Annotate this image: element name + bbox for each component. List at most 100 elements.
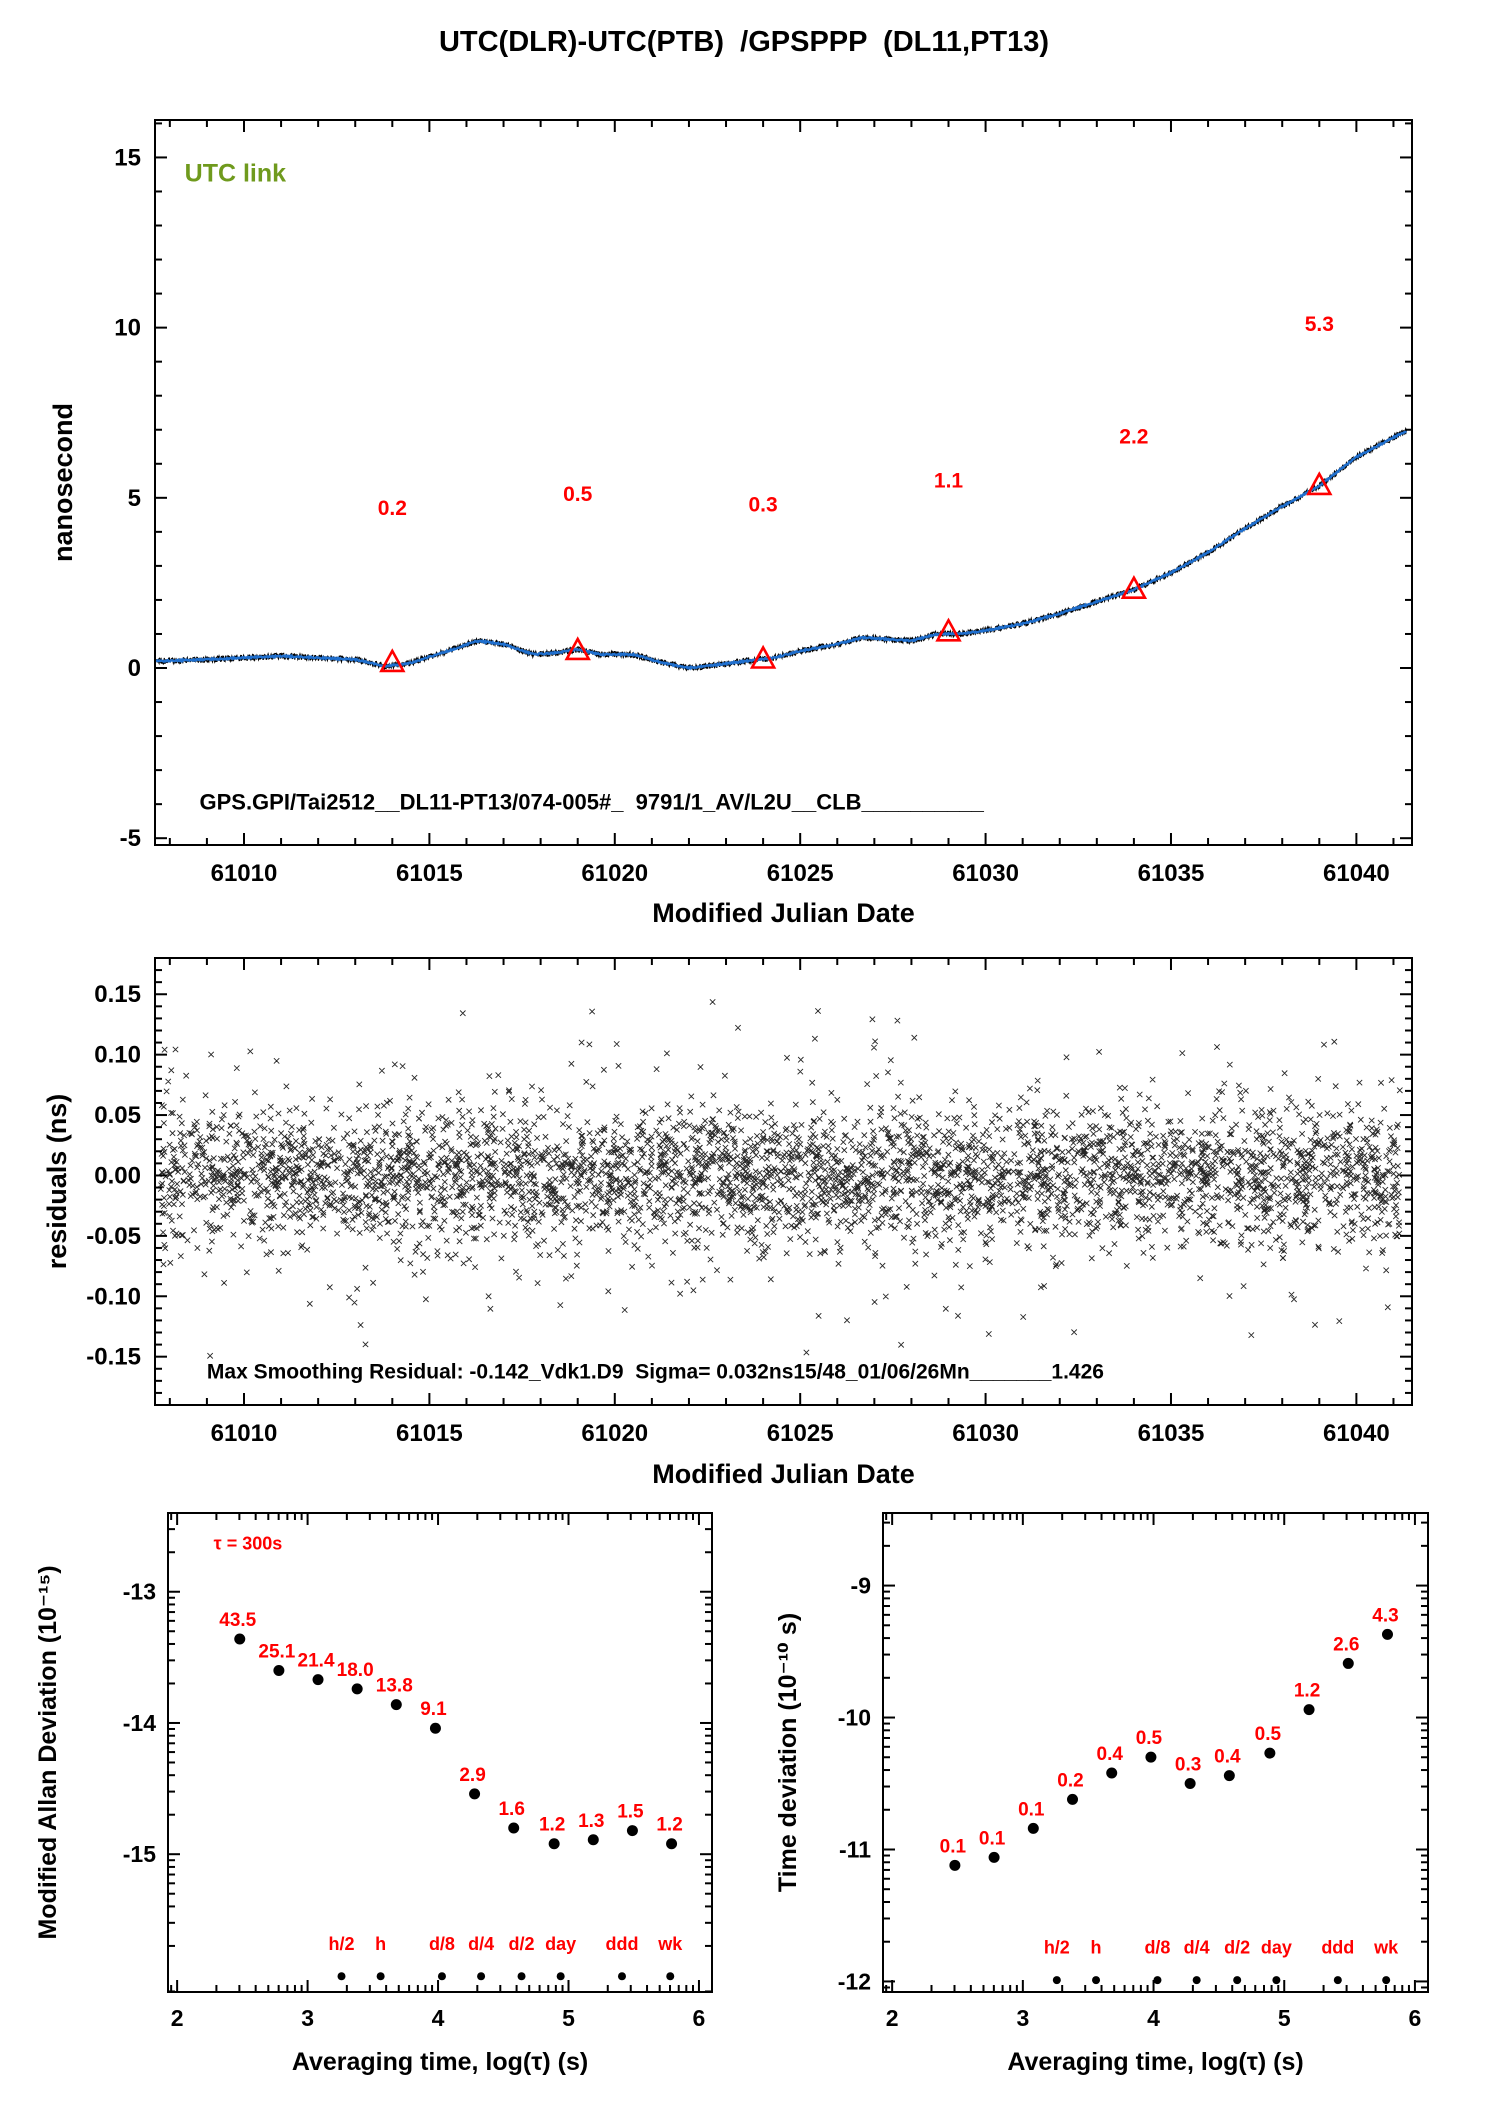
x-tick-label: 6 bbox=[693, 2005, 706, 2031]
duration-label: d/8 bbox=[429, 1934, 455, 1954]
point-value-label: 1.2 bbox=[539, 1815, 565, 1836]
calibration-triangle-marker bbox=[564, 636, 591, 661]
modified-allan-deviation-chart: 2 3 4 5 6 -13 -14 -15 Averaging time, log(τ) (s)… bbox=[34, 1512, 713, 2076]
x-axis-label: Modified Julian Date bbox=[652, 898, 915, 928]
point-value-label: 1.6 bbox=[498, 1799, 524, 1820]
point-value-label: 21.4 bbox=[298, 1651, 335, 1672]
duration-marker-dot bbox=[337, 1972, 346, 1981]
y-tick-label: 0.00 bbox=[94, 1162, 141, 1189]
utc-link-label: UTC link bbox=[185, 159, 286, 187]
duration-label: h/2 bbox=[1044, 1938, 1070, 1958]
duration-label: ddd bbox=[605, 1934, 638, 1954]
top-plot-area bbox=[155, 426, 1407, 672]
y-tick-label: -0.15 bbox=[86, 1344, 141, 1371]
y-tick-label: -12 bbox=[838, 1968, 871, 1994]
calibration-value-label: 5.3 bbox=[1305, 313, 1334, 336]
mdev-frame bbox=[167, 1512, 713, 1993]
deviation-data-point bbox=[1145, 1751, 1157, 1763]
point-value-label: 0.1 bbox=[979, 1828, 1006, 1849]
y-tick-label: -9 bbox=[851, 1573, 871, 1599]
residual-stats-label: Max Smoothing Residual: -0.142_Vdk1.D9 S… bbox=[207, 1360, 1104, 1383]
page-title: UTC(DLR)-UTC(PTB) /GPSPPP (DL11,PT13) bbox=[438, 26, 1050, 58]
duration-label: day bbox=[1261, 1938, 1292, 1958]
duration-label: d/4 bbox=[468, 1934, 494, 1954]
point-value-label: 1.2 bbox=[656, 1815, 682, 1836]
deviation-data-point bbox=[234, 1633, 246, 1645]
dataset-id-label: GPS.GPI/Tai2512__DL11-PT13/074-005#_ 979… bbox=[199, 789, 984, 814]
x-tick-label: 61025 bbox=[767, 860, 834, 887]
top-frame bbox=[154, 119, 1413, 846]
y-tick-label: -0.05 bbox=[86, 1223, 141, 1250]
point-value-label: 0.1 bbox=[940, 1836, 967, 1857]
duration-label: d/4 bbox=[1184, 1938, 1210, 1958]
deviation-data-point bbox=[1067, 1793, 1079, 1805]
raw-noise-trace bbox=[155, 429, 1407, 672]
duration-label: d/2 bbox=[1224, 1938, 1250, 1958]
duration-marker-dot bbox=[477, 1972, 486, 1981]
calibration-triangle-marker bbox=[749, 644, 777, 669]
deviation-data-point bbox=[548, 1838, 560, 1850]
point-value-label: 2.9 bbox=[459, 1765, 485, 1786]
duration-marker-dot bbox=[517, 1972, 526, 1981]
deviation-data-point bbox=[1264, 1747, 1276, 1759]
duration-label: ddd bbox=[1321, 1938, 1354, 1958]
point-value-label: 1.2 bbox=[1294, 1681, 1320, 1702]
mid-frame bbox=[154, 957, 1413, 1406]
x-tick-label: 61020 bbox=[581, 860, 648, 887]
duration-marker-dot bbox=[376, 1972, 385, 1981]
y-axis-label: Modified Allan Deviation (10⁻¹⁵) bbox=[34, 1565, 62, 1939]
deviation-data-point bbox=[949, 1859, 961, 1871]
x-tick-label: 5 bbox=[562, 2005, 575, 2031]
deviation-data-point bbox=[1106, 1767, 1118, 1779]
y-tick-label: -15 bbox=[123, 1841, 156, 1867]
duration-marker-dot bbox=[437, 1972, 446, 1981]
x-tick-label: 6 bbox=[1409, 2005, 1422, 2031]
deviation-data-point bbox=[1381, 1628, 1393, 1640]
x-tick-label: 61020 bbox=[581, 1420, 648, 1447]
deviation-data-point bbox=[312, 1674, 324, 1686]
duration-label: h bbox=[1091, 1938, 1102, 1958]
mdev-ticks bbox=[168, 1513, 712, 1993]
duration-label: day bbox=[545, 1934, 576, 1954]
calibration-triangle-marker bbox=[379, 648, 406, 673]
time-deviation-chart: 2 3 4 5 6 -9 -10 -11 -12 Averaging time, log(τ) (… bbox=[774, 1512, 1429, 2076]
y-tick-label: 5 bbox=[128, 485, 141, 512]
calibration-value-label: 0.3 bbox=[749, 493, 778, 516]
duration-label: h bbox=[375, 1934, 386, 1954]
calibration-value-label: 1.1 bbox=[934, 470, 964, 493]
top-ticks bbox=[155, 120, 1412, 845]
point-value-label: 18.0 bbox=[337, 1660, 374, 1681]
point-value-label: 1.3 bbox=[578, 1811, 604, 1832]
duration-marker-dot bbox=[1233, 1976, 1242, 1985]
y-tick-label: -14 bbox=[123, 1710, 156, 1736]
duration-label: d/8 bbox=[1144, 1938, 1170, 1958]
y-tick-label: 15 bbox=[114, 144, 141, 171]
x-tick-label: 61015 bbox=[396, 860, 463, 887]
y-tick-label: -5 bbox=[120, 825, 141, 852]
x-axis-label: Averaging time, log(τ) (s) bbox=[1007, 2048, 1303, 2076]
duration-marker-dot bbox=[1092, 1976, 1101, 1985]
residuals-scatter-chart: 61010 61015 61020 61025 61030 61035 61040 -0.15… bbox=[42, 957, 1413, 1489]
y-tick-label: 10 bbox=[114, 315, 141, 342]
point-value-label: 0.4 bbox=[1214, 1747, 1241, 1768]
point-value-label: 0.5 bbox=[1136, 1728, 1163, 1749]
x-tick-label: 5 bbox=[1278, 2005, 1291, 2031]
smoothed-utc-link-line bbox=[155, 430, 1407, 671]
y-tick-label: -10 bbox=[838, 1705, 871, 1731]
deviation-data-point bbox=[508, 1822, 520, 1834]
x-tick-label: 4 bbox=[432, 2005, 445, 2031]
calibration-triangle-marker bbox=[1120, 575, 1148, 600]
raw-noise-trace bbox=[155, 426, 1407, 671]
duration-marker-dot bbox=[1153, 1976, 1162, 1985]
x-tick-label: 61035 bbox=[1138, 1420, 1205, 1447]
duration-label: d/2 bbox=[509, 1934, 535, 1954]
duration-marker-dot bbox=[1272, 1976, 1281, 1985]
point-value-label: 0.5 bbox=[1255, 1724, 1282, 1745]
point-value-label: 0.3 bbox=[1175, 1755, 1201, 1776]
point-value-label: 1.5 bbox=[617, 1802, 644, 1823]
duration-marker-dot bbox=[556, 1972, 565, 1981]
x-axis-label: Modified Julian Date bbox=[652, 1459, 915, 1489]
y-tick-label: 0 bbox=[128, 655, 141, 682]
deviation-data-point bbox=[1303, 1704, 1315, 1716]
y-axis-label: Time deviation (10⁻¹⁰ s) bbox=[774, 1613, 802, 1892]
